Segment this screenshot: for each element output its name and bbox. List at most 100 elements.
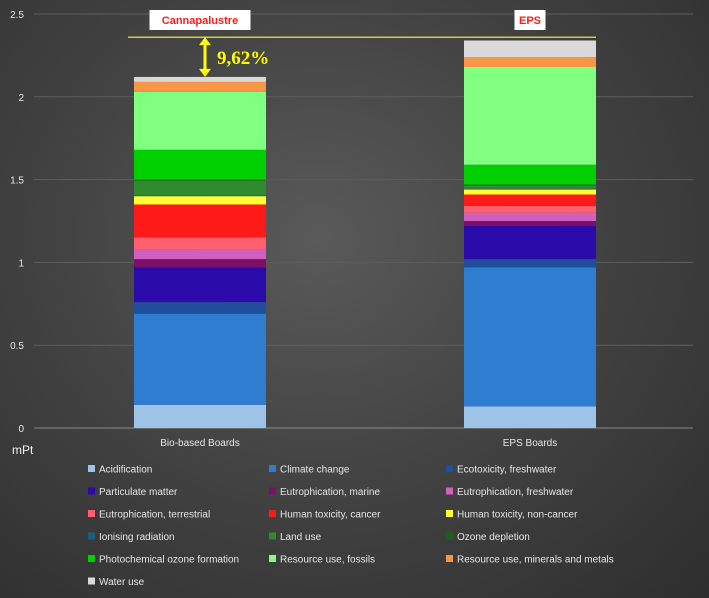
legend-label: Eutrophication, terrestrial: [99, 510, 210, 521]
annotations: Cannapalustre EPS 9,62%: [128, 10, 596, 77]
bar-segment: [464, 189, 596, 195]
legend-swatch: [446, 487, 453, 495]
arrow-head-up: [199, 37, 211, 46]
legend-label: Climate change: [280, 465, 350, 476]
bar-segment: [134, 249, 266, 260]
bar-segment: [134, 91, 266, 150]
legend-item: Ozone depletion: [446, 532, 530, 543]
legend-item: Ecotoxicity, freshwater: [446, 465, 557, 476]
bar-segment: [464, 206, 596, 213]
bar-segment: [134, 404, 266, 428]
legend-swatch: [88, 487, 95, 495]
bar-segment: [464, 40, 596, 58]
legend-item: Resource use, minerals and metals: [446, 555, 614, 566]
bar-label: EPS: [519, 15, 541, 27]
legend-label: Ecotoxicity, freshwater: [457, 465, 557, 476]
difference-annotation: 9,62%: [217, 48, 269, 69]
legend-label: Human toxicity, non-cancer: [457, 510, 578, 521]
bar-segment: [134, 81, 266, 92]
bar-segment: [464, 164, 596, 185]
bar-segment: [134, 196, 266, 205]
x-tick-label: Bio-based Boards: [160, 438, 240, 449]
legend-swatch: [88, 577, 95, 585]
legend-item: Human toxicity, non-cancer: [446, 510, 578, 521]
legend-item: Water use: [88, 577, 145, 588]
legend-swatch: [269, 510, 276, 517]
legend-swatch: [269, 555, 276, 562]
bar-segment: [134, 302, 266, 314]
legend-label: Resource use, fossils: [280, 555, 375, 566]
arrow-head-down: [199, 68, 211, 77]
legend: Acidification Climate change Ecotoxicity, …: [88, 465, 614, 588]
bar-0: [134, 76, 266, 428]
x-tick-label: EPS Boards: [503, 438, 557, 449]
bar-segment: [464, 221, 596, 226]
legend-item: Particulate matter: [88, 487, 178, 498]
bar-segment: [464, 225, 596, 260]
bar-label-box: [514, 10, 546, 30]
legend-label: Ionising radiation: [99, 532, 175, 543]
bar-segment: [134, 180, 266, 196]
bar-segment: [134, 204, 266, 238]
legend-swatch: [446, 555, 453, 562]
legend-item: Human toxicity, cancer: [269, 510, 381, 521]
y-tick-label: 2.5: [10, 10, 24, 21]
legend-swatch: [269, 465, 276, 472]
legend-swatch: [88, 532, 95, 540]
bar-segment: [134, 259, 266, 268]
bar-label-box: [149, 10, 251, 30]
legend-swatch: [269, 487, 276, 495]
bar-segment: [134, 237, 266, 250]
legend-label: Eutrophication, marine: [280, 487, 380, 498]
y-tick-label: 1.5: [10, 176, 24, 187]
legend-item: Photochemical ozone formation: [88, 555, 239, 566]
bar-segment: [134, 267, 266, 303]
legend-label: Resource use, minerals and metals: [457, 555, 614, 566]
legend-item: Eutrophication, terrestrial: [88, 510, 210, 521]
legend-label: Ozone depletion: [457, 532, 530, 543]
legend-swatch: [446, 510, 453, 517]
legend-swatch: [269, 532, 276, 540]
legend-label: Human toxicity, cancer: [280, 510, 381, 521]
y-tick-label: 0: [18, 424, 24, 435]
bar-segment: [464, 406, 596, 428]
legend-item: Acidification: [88, 465, 152, 476]
bar-segment: [134, 195, 266, 197]
legend-label: Particulate matter: [99, 487, 178, 498]
y-axis-label: mPt: [12, 443, 34, 457]
legend-label: Water use: [99, 577, 145, 588]
legend-label: Eutrophication, freshwater: [457, 487, 574, 498]
legend-item: Ionising radiation: [88, 532, 175, 543]
legend-label: Acidification: [99, 465, 152, 476]
bar-segment: [464, 57, 596, 67]
bar-segment: [134, 149, 266, 180]
y-axis: 0 0.5 1 1.5 2 2.5: [10, 10, 24, 435]
legend-label: Land use: [280, 532, 322, 543]
bar-segment: [464, 185, 596, 189]
bar-label: Cannapalustre: [162, 15, 238, 27]
legend-swatch: [446, 465, 453, 472]
legend-swatch: [88, 465, 95, 472]
bar-1: [464, 40, 596, 428]
bar-segment: [464, 259, 596, 268]
x-axis: Bio-based Boards EPS Boards: [160, 438, 557, 449]
legend-item: Land use: [269, 532, 322, 543]
bars: [134, 40, 596, 428]
bar-segment: [464, 184, 596, 186]
bar-segment: [464, 194, 596, 207]
bar-segment: [134, 313, 266, 405]
legend-item: Eutrophication, freshwater: [446, 487, 574, 498]
bar-segment: [464, 66, 596, 165]
bar-segment: [464, 267, 596, 407]
bar-segment: [464, 212, 596, 221]
y-tick-label: 0.5: [10, 341, 24, 352]
bar-segment: [134, 179, 266, 181]
legend-swatch: [88, 510, 95, 517]
bar-segment: [134, 76, 266, 82]
bar-segment: [464, 188, 596, 190]
y-tick-label: 1: [18, 258, 24, 269]
y-tick-label: 2: [18, 93, 24, 104]
legend-item: Resource use, fossils: [269, 555, 375, 566]
legend-swatch: [88, 555, 95, 562]
